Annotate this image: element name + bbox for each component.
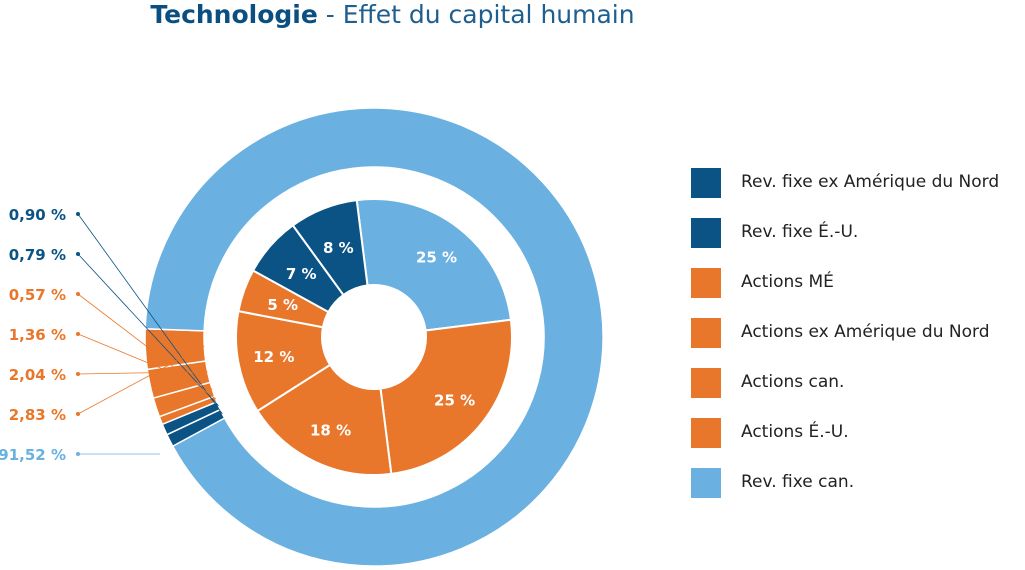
leader-line (77, 253, 219, 406)
legend-label: Actions can. (741, 372, 845, 392)
chart-title: Technologie - Effet du capital humain (0, 0, 785, 29)
legend-swatch (691, 418, 721, 448)
leader-line (77, 333, 213, 390)
outer-data-label: 1,36 % (9, 326, 66, 344)
inner-slice (256, 363, 393, 476)
inner-data-label: 18 % (310, 421, 351, 439)
legend-label: Rev. fixe can. (741, 472, 855, 492)
legend-label: Rev. fixe É.-U. (741, 222, 859, 242)
legend-swatch (691, 318, 721, 348)
leader-line (77, 213, 223, 415)
legend-swatch (691, 468, 721, 498)
inner-slice (379, 318, 513, 476)
leader-line (77, 345, 205, 415)
inner-data-label: 12 % (253, 348, 294, 366)
legend-label: Actions ex Amérique du Nord (741, 322, 990, 342)
legend-swatch (691, 368, 721, 398)
outer-data-label: 0,57 % (9, 286, 66, 304)
donut-chart: 25 % 25 % 18 % 12 % 5 % 7 % 8 % 0,90 % 0,79 % 0,5… (0, 107, 604, 567)
leader-line (77, 371, 208, 375)
legend-label: Rev. fixe ex Amérique du Nord (741, 172, 1000, 192)
inner-data-label: 5 % (267, 296, 298, 314)
outer-data-label: 0,79 % (9, 246, 66, 264)
legend-label: Actions É.-U. (741, 422, 849, 442)
outer-data-label: 2,04 % (9, 366, 66, 384)
outer-data-label: 0,90 % (9, 206, 66, 224)
inner-data-label: 8 % (323, 239, 354, 257)
legend-swatch (691, 268, 721, 298)
chart-title-rest: - Effet du capital humain (317, 0, 635, 29)
inner-data-label: 25 % (416, 248, 457, 266)
inner-slice (291, 198, 369, 297)
legend-swatch (691, 218, 721, 248)
outer-data-label: 91,52 % (0, 446, 66, 464)
inner-data-label: 25 % (434, 392, 475, 410)
legend-label: Actions MÉ (741, 272, 834, 292)
inner-slice (355, 198, 513, 332)
inner-data-label: 7 % (286, 265, 317, 283)
legend-swatch (691, 168, 721, 198)
outer-slice (144, 107, 604, 567)
outer-data-label: 2,83 % (9, 406, 66, 424)
chart-title-bold: Technologie (150, 0, 318, 29)
